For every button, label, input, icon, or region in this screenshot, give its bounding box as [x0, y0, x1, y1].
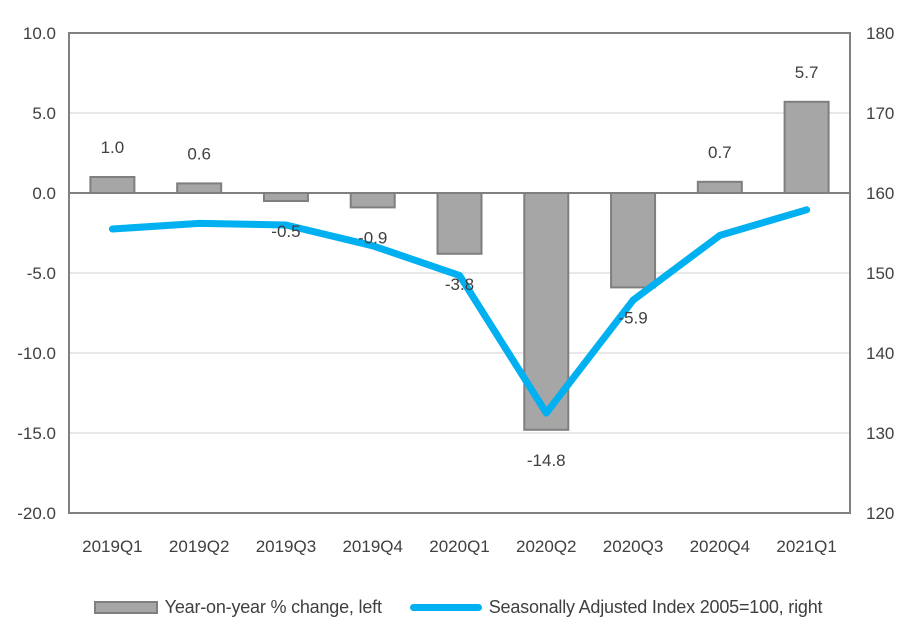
bar-2019Q2 — [176, 182, 223, 194]
x-axis-label-2021Q1: 2021Q1 — [776, 537, 837, 556]
legend-bar-label: Year-on-year % change, left — [164, 596, 382, 617]
left-axis-tick: 0.0 — [32, 184, 56, 203]
line-series — [108, 206, 811, 417]
left-axis-tick: 10.0 — [23, 24, 56, 43]
left-axis-tick: 5.0 — [32, 104, 56, 123]
bar-label-2020Q4: 0.7 — [708, 143, 732, 162]
left-axis-tick: -5.0 — [27, 264, 56, 283]
line-series-swatch — [409, 603, 482, 611]
left-axis-tick: -10.0 — [17, 344, 56, 363]
bar-label-2020Q1: -3.8 — [445, 275, 474, 294]
right-axis-tick: 150 — [866, 264, 894, 283]
bar-series-swatch — [93, 600, 158, 614]
bar-2021Q1 — [783, 100, 830, 194]
left-axis-tick: -15.0 — [17, 424, 56, 443]
bar-label-2019Q4: -0.9 — [358, 228, 387, 247]
right-axis-tick: 120 — [866, 504, 894, 523]
bar-label-2019Q1: 1.0 — [101, 138, 125, 157]
x-axis-label-2020Q2: 2020Q2 — [516, 537, 577, 556]
legend: Year-on-year % change, left Seasonally A… — [0, 587, 916, 622]
right-axis-tick: 140 — [866, 344, 894, 363]
bar-2019Q3 — [262, 192, 309, 202]
bar-2019Q1 — [89, 176, 136, 194]
bar-label-2020Q3: -5.9 — [618, 308, 647, 327]
bar-label-2021Q1: 5.7 — [795, 63, 819, 82]
x-axis-label-2019Q1: 2019Q1 — [82, 537, 143, 556]
right-axis-tick: 130 — [866, 424, 894, 443]
bar-2020Q4 — [696, 180, 743, 195]
bar-2020Q1 — [436, 192, 483, 255]
x-axis-label-2020Q3: 2020Q3 — [603, 537, 664, 556]
right-axis-tick: 160 — [866, 184, 894, 203]
right-axis-tick: 180 — [866, 24, 894, 43]
x-axis-label-2020Q1: 2020Q1 — [429, 537, 490, 556]
x-axis-label-2019Q2: 2019Q2 — [169, 537, 230, 556]
bar-2020Q3 — [610, 192, 657, 289]
legend-item-bar-series: Year-on-year % change, left — [93, 596, 382, 618]
right-axis-tick: 170 — [866, 104, 894, 123]
x-axis-label-2020Q4: 2020Q4 — [690, 537, 751, 556]
legend-line-label: Seasonally Adjusted Index 2005=100, righ… — [488, 596, 823, 617]
x-axis-label-2019Q3: 2019Q3 — [256, 537, 317, 556]
legend-item-line-series: Seasonally Adjusted Index 2005=100, righ… — [409, 596, 823, 618]
plot-border — [68, 32, 851, 514]
left-axis-tick: -20.0 — [17, 504, 56, 523]
chart-plot-area: 1.0 0.6 -0.5 -0.9 -3.8 -14.8 -5.9 0.7 5.7 10.0 5.0… — [17, 24, 894, 556]
bar-label-2019Q3: -0.5 — [271, 222, 300, 241]
bar-label-2020Q2: -14.8 — [527, 451, 566, 470]
bar-label-2019Q2: 0.6 — [187, 144, 211, 163]
bar-2019Q4 — [349, 192, 396, 209]
x-axis-label-2019Q4: 2019Q4 — [342, 537, 403, 556]
